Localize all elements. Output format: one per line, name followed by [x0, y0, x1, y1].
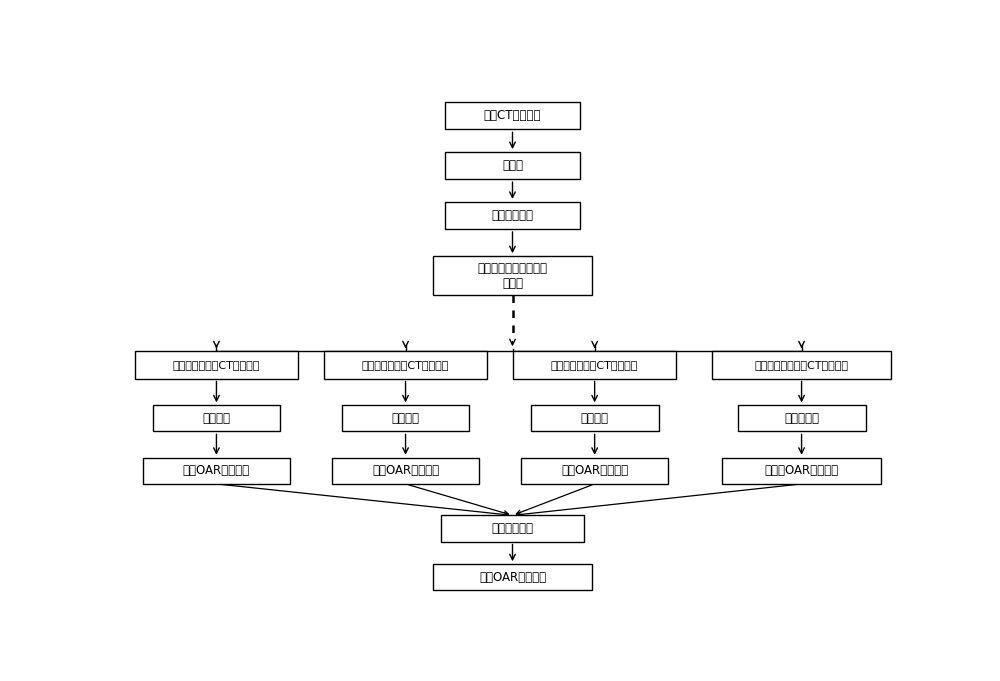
Text: 深度分类网络: 深度分类网络	[492, 209, 534, 222]
Text: 获取每个二维图像所属
的部位: 获取每个二维图像所属 的部位	[478, 262, 548, 289]
Bar	[332, 458, 479, 484]
Text: 预处理: 预处理	[502, 159, 523, 172]
Bar	[722, 458, 881, 484]
Text: 预处理后的盆腔CT二维图象: 预处理后的盆腔CT二维图象	[173, 360, 260, 370]
Bar	[445, 152, 580, 179]
Bar	[433, 256, 592, 296]
Text: 头颈部OAR分割结果: 头颈部OAR分割结果	[765, 464, 839, 477]
Text: 预处理后的头颈部CT二维图象: 预处理后的头颈部CT二维图象	[755, 360, 849, 370]
Text: 腹部模型: 腹部模型	[392, 412, 420, 425]
Text: 融合及后处理: 融合及后处理	[492, 522, 534, 535]
Text: 预处理后的胸部CT二维图象: 预处理后的胸部CT二维图象	[551, 360, 638, 370]
Bar	[712, 351, 891, 379]
Bar	[531, 405, 659, 432]
Bar	[521, 458, 668, 484]
Text: 盆腔模型: 盆腔模型	[202, 412, 230, 425]
Text: 头颈部模型: 头颈部模型	[784, 412, 819, 425]
Text: 胸部OAR分割结果: 胸部OAR分割结果	[561, 464, 628, 477]
Text: 获取CT三维图象: 获取CT三维图象	[484, 110, 541, 123]
Bar	[153, 405, 280, 432]
Bar	[433, 564, 592, 590]
Text: 腹部OAR分割结果: 腹部OAR分割结果	[372, 464, 439, 477]
Bar	[441, 516, 584, 541]
Bar	[445, 202, 580, 229]
Bar	[513, 351, 676, 379]
Text: 预处理后的腹部CT二维图象: 预处理后的腹部CT二维图象	[362, 360, 449, 370]
Text: 全身OAR分割结果: 全身OAR分割结果	[479, 571, 546, 584]
Text: 胸部模型: 胸部模型	[581, 412, 609, 425]
Bar	[143, 458, 290, 484]
Bar	[135, 351, 298, 379]
Bar	[445, 102, 580, 129]
Text: 盆腔OAR分割结果: 盆腔OAR分割结果	[183, 464, 250, 477]
Bar	[738, 405, 866, 432]
Bar	[324, 351, 487, 379]
Bar	[342, 405, 469, 432]
